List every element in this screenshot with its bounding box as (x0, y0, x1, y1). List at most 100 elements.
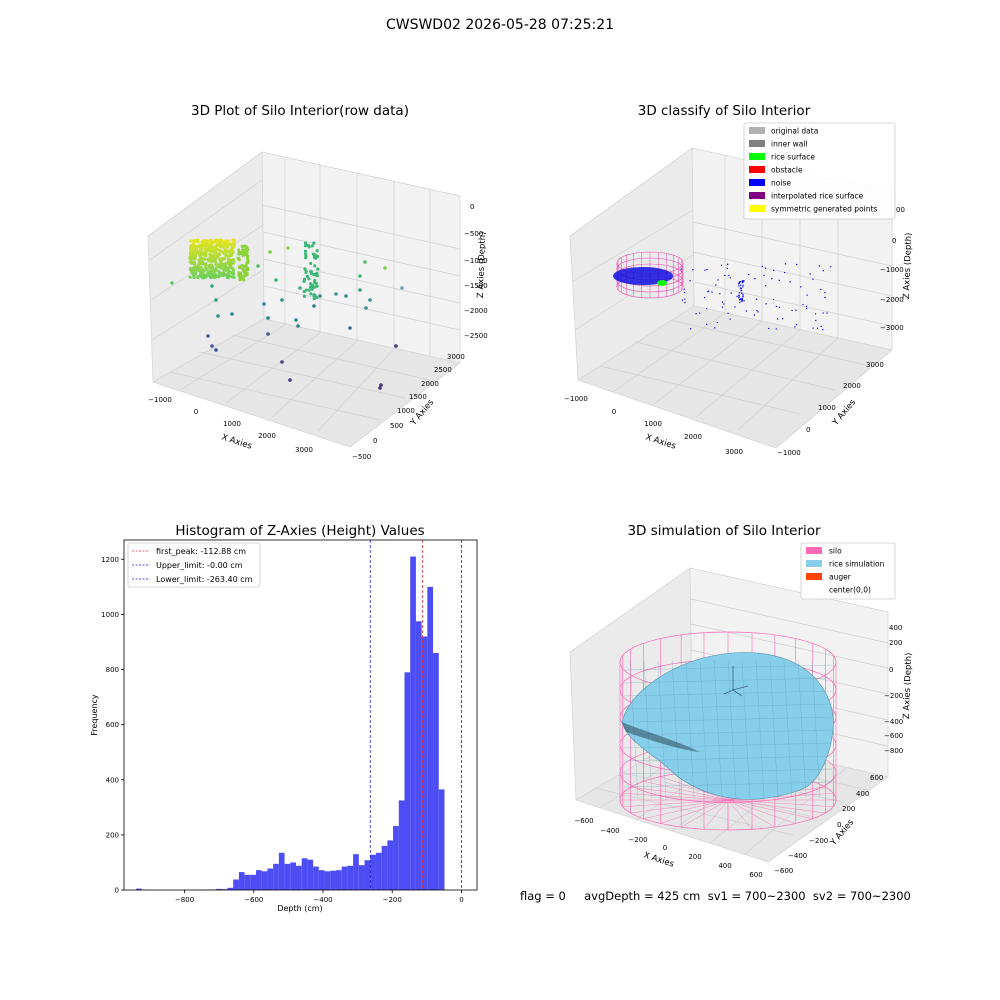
scatter-point (358, 274, 362, 278)
scatter-point (237, 265, 242, 270)
histogram-bar (221, 889, 228, 890)
panel4-xtick: −600 (574, 817, 593, 825)
noise-point (740, 281, 742, 283)
scatter-point (204, 263, 208, 267)
histogram-bar (410, 556, 416, 890)
noise-point (753, 314, 756, 316)
panel4-xtick: 400 (718, 862, 731, 870)
noise-point (806, 294, 808, 296)
panel2-grid (571, 155, 893, 431)
noise-point (742, 296, 744, 298)
scatter-point (304, 270, 308, 274)
scatter-point (268, 250, 272, 254)
histogram-xtick-label: −400 (313, 896, 332, 904)
scatter-point (199, 244, 203, 248)
scatter-point (198, 247, 203, 251)
noise-point (719, 293, 721, 295)
scatter-point (206, 334, 210, 338)
noise-point (716, 321, 718, 324)
rice-surface-patch (657, 280, 667, 286)
scatter-point (203, 257, 207, 261)
panel2-ytick: −1000 (777, 449, 801, 457)
scatter-point (242, 265, 247, 269)
histogram-bar (233, 879, 239, 890)
scatter-point (205, 268, 209, 272)
scatter-point (211, 245, 215, 249)
panel1-ztick: −2500 (464, 332, 488, 340)
noise-point (755, 298, 758, 300)
scatter-point (192, 250, 196, 254)
scatter-point (227, 269, 231, 273)
noise-point (684, 298, 686, 300)
scatter-point (226, 257, 231, 261)
scatter-point (240, 263, 244, 267)
noise-point (740, 287, 742, 289)
histogram-bar (330, 870, 336, 890)
rice-mesh-line (623, 677, 833, 684)
panel2-xtick: −1000 (564, 395, 588, 403)
panel4-ztick: −800 (884, 747, 903, 755)
scatter-point (230, 247, 234, 251)
noise-point (775, 328, 777, 330)
noise-point (812, 278, 814, 280)
noise-point (776, 318, 779, 320)
histogram-chart: −800 −600 −400 −200 0 020040060080010001200 … (90, 539, 478, 913)
scatter-point (280, 298, 284, 302)
panel4-ztick: −600 (884, 732, 903, 740)
scatter-point (209, 265, 214, 270)
noise-point (723, 303, 725, 305)
noise-point (683, 288, 685, 290)
scatter-point (207, 258, 211, 263)
scatter-point (244, 270, 248, 275)
panel2-legend-box (743, 122, 896, 220)
panel1-ytick: −500 (352, 453, 371, 461)
rice-mesh-line (623, 716, 833, 723)
histogram-bar (238, 872, 245, 890)
noise-point (805, 307, 808, 310)
noise-point (683, 291, 686, 294)
noise-point (704, 296, 706, 299)
panel1-ytick: 2500 (434, 366, 452, 374)
scatter-point (209, 273, 213, 277)
scatter-point (378, 386, 382, 390)
noise-point (812, 327, 814, 329)
scatter-point (245, 256, 250, 260)
histogram-bar (284, 863, 291, 890)
scatter-point (194, 248, 198, 252)
legend-label: symmetric generated points (771, 205, 877, 214)
noise-point (741, 299, 743, 302)
legend-swatch (806, 573, 822, 580)
rice-mesh-line (623, 781, 833, 788)
scatter-point (201, 253, 206, 257)
scatter-point (314, 281, 318, 285)
panel2-ztick: −1000 (880, 266, 904, 274)
scatter-point (312, 272, 316, 277)
rice-mesh-line (769, 660, 779, 799)
scatter-point (244, 244, 248, 249)
noise-point (765, 303, 767, 305)
noise-point (741, 292, 743, 294)
scatter-point (310, 287, 314, 291)
scatter-point (307, 277, 311, 281)
scatter-point (170, 281, 174, 285)
scatter-point (241, 248, 245, 252)
histogram-xtick-label: −200 (383, 896, 402, 904)
scatter-point (209, 247, 213, 251)
scatter-point (212, 256, 217, 261)
panel2-ztick: 0 (892, 237, 896, 245)
panel1-xlabel: X Axies (220, 432, 253, 451)
scatter-point (237, 273, 241, 277)
rice-mesh-line (623, 703, 833, 710)
panel4-legend-items: silo rice simulation auger center(0,0) (806, 547, 885, 595)
scatter-point (214, 298, 218, 302)
scatter-point (210, 284, 214, 288)
histogram-bar (216, 888, 222, 890)
panel4-xtick: 600 (749, 871, 762, 879)
histogram-bar (273, 863, 279, 890)
panel2-points (613, 251, 832, 331)
scatter-point (232, 275, 236, 279)
scatter-point (191, 243, 195, 247)
scatter-point (214, 273, 218, 278)
panel4-ytick: 600 (870, 774, 883, 782)
scatter-point (379, 383, 383, 387)
